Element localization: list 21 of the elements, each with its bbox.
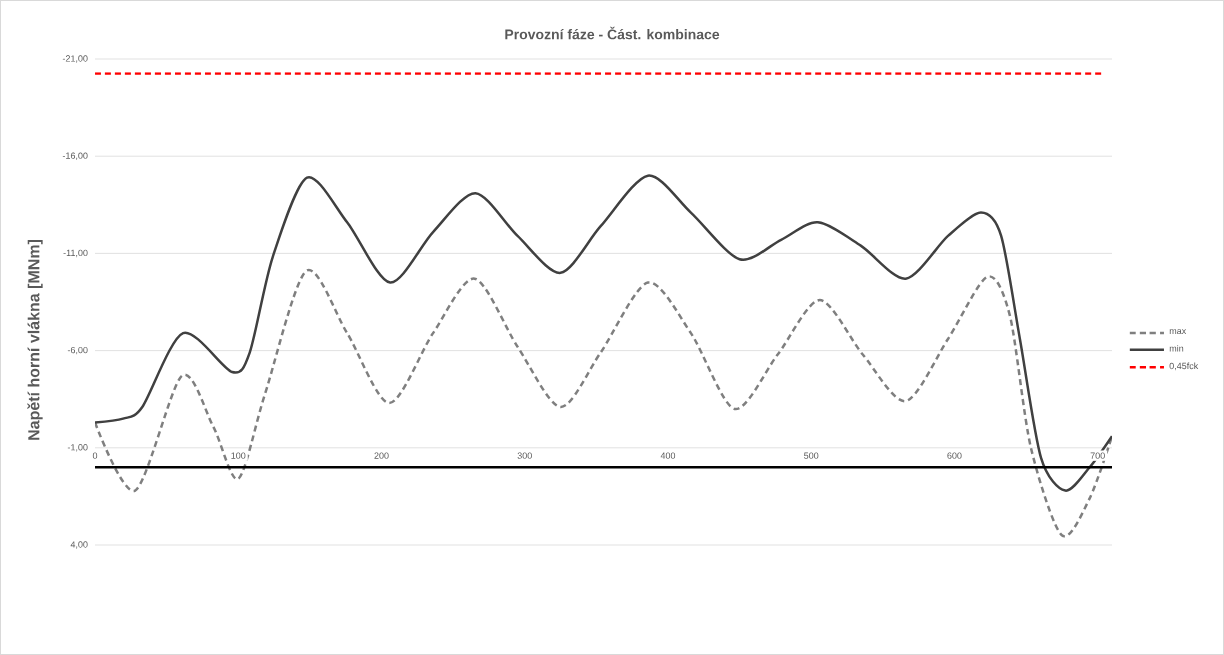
x-tick-label: 500 <box>804 452 819 459</box>
x-tick-label: 200 <box>374 452 389 459</box>
y-tick-label: -6,00 <box>67 346 88 355</box>
line-series <box>95 174 1112 492</box>
legend-label: 0,45fck <box>1169 362 1199 371</box>
y-tick-label: -16,00 <box>62 152 88 160</box>
x-tick-label: 600 <box>947 452 962 459</box>
x-tick-label: 100 <box>231 452 246 459</box>
chart-title: Provozní fáze - Část. kombinace <box>505 26 720 40</box>
x-tick-label: 700 <box>1090 452 1105 459</box>
x-tick-label: 400 <box>660 452 676 459</box>
x-tick-label: 300 <box>517 452 532 459</box>
y-tick-label: -11,00 <box>63 249 88 258</box>
legend-label: min <box>1169 345 1184 352</box>
y-tick-label: -21,00 <box>62 55 88 63</box>
y-tick-label: -1,00 <box>67 444 88 452</box>
legend-label: max <box>1169 329 1187 335</box>
x-tick-label: 0 <box>92 452 98 459</box>
y-tick-label: 4,00 <box>70 541 88 549</box>
y-axis-title: Napětí horní vlákna [MNm] <box>27 240 43 440</box>
line-series <box>95 269 1112 538</box>
